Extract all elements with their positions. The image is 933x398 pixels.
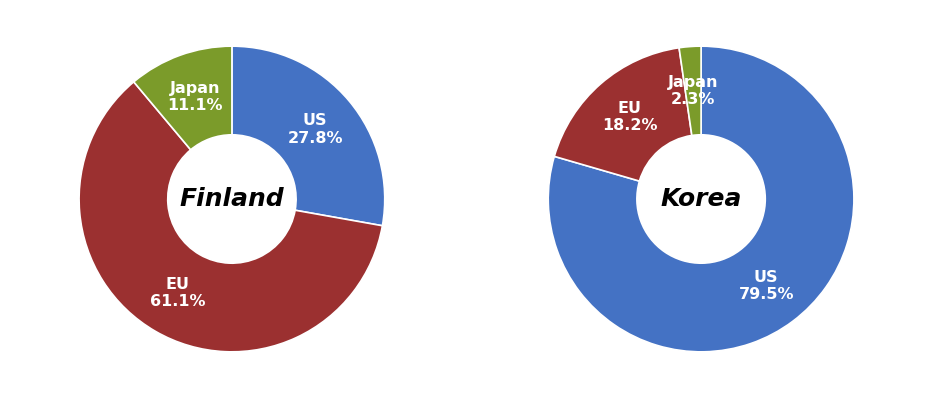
Text: Korea: Korea [661, 187, 742, 211]
Text: Japan
11.1%: Japan 11.1% [167, 81, 223, 113]
Text: EU
18.2%: EU 18.2% [602, 101, 658, 133]
Text: US
79.5%: US 79.5% [739, 269, 794, 302]
Wedge shape [232, 46, 384, 226]
Text: US
27.8%: US 27.8% [287, 113, 342, 146]
Text: EU
61.1%: EU 61.1% [150, 277, 205, 309]
Wedge shape [549, 46, 854, 352]
Wedge shape [79, 82, 383, 352]
Wedge shape [133, 46, 232, 150]
Wedge shape [554, 48, 692, 181]
Text: Japan
2.3%: Japan 2.3% [668, 74, 718, 107]
Text: Finland: Finland [180, 187, 285, 211]
Wedge shape [679, 46, 701, 135]
